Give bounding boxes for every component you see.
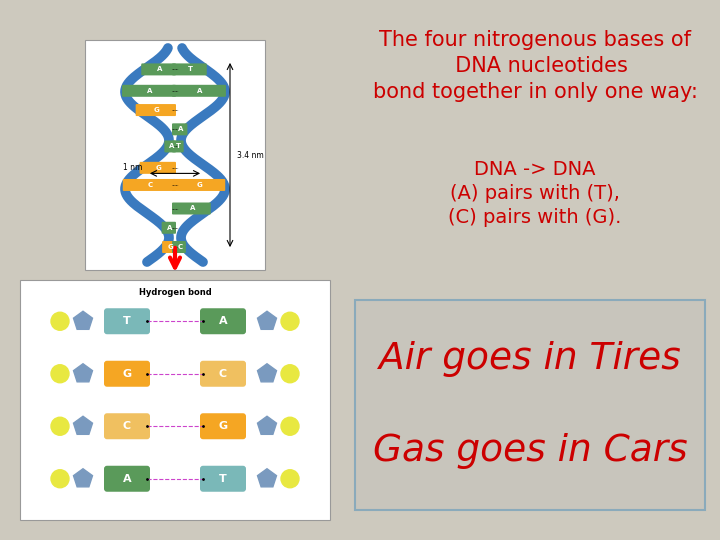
- Text: G: G: [197, 182, 202, 188]
- FancyBboxPatch shape: [104, 465, 150, 492]
- Circle shape: [281, 417, 299, 435]
- FancyBboxPatch shape: [104, 308, 150, 334]
- FancyBboxPatch shape: [200, 308, 246, 334]
- Text: C: C: [219, 369, 227, 379]
- FancyBboxPatch shape: [164, 140, 176, 152]
- Text: T: T: [176, 144, 181, 150]
- Text: Gas goes in Cars: Gas goes in Cars: [373, 433, 688, 469]
- Text: C: C: [177, 244, 182, 250]
- Circle shape: [51, 417, 69, 435]
- Text: A: A: [167, 225, 173, 231]
- Text: Air goes in Tires: Air goes in Tires: [379, 341, 681, 377]
- FancyBboxPatch shape: [172, 85, 226, 97]
- FancyBboxPatch shape: [122, 85, 176, 97]
- FancyBboxPatch shape: [200, 361, 246, 387]
- Text: G: G: [154, 107, 160, 113]
- Text: bond together in only one way:: bond together in only one way:: [372, 82, 698, 102]
- FancyBboxPatch shape: [104, 361, 150, 387]
- Text: A: A: [197, 88, 202, 94]
- Text: A: A: [122, 474, 131, 484]
- FancyBboxPatch shape: [141, 63, 176, 76]
- Text: C: C: [123, 421, 131, 431]
- FancyBboxPatch shape: [172, 140, 184, 152]
- FancyBboxPatch shape: [172, 63, 207, 76]
- FancyBboxPatch shape: [200, 465, 246, 492]
- FancyBboxPatch shape: [161, 222, 176, 234]
- FancyBboxPatch shape: [104, 413, 150, 439]
- Text: A: A: [178, 126, 184, 132]
- FancyBboxPatch shape: [200, 413, 246, 439]
- Text: (A) pairs with (T),: (A) pairs with (T),: [450, 184, 620, 203]
- Text: Hydrogen bond: Hydrogen bond: [139, 288, 212, 297]
- Text: G: G: [218, 421, 228, 431]
- Text: A: A: [189, 206, 195, 212]
- FancyBboxPatch shape: [123, 179, 176, 191]
- Circle shape: [51, 364, 69, 383]
- FancyBboxPatch shape: [135, 104, 176, 116]
- Text: T: T: [123, 316, 131, 326]
- Text: (C) pairs with (G).: (C) pairs with (G).: [449, 208, 621, 227]
- Text: 1 nm: 1 nm: [123, 163, 143, 172]
- Text: A: A: [219, 316, 228, 326]
- Circle shape: [51, 470, 69, 488]
- Circle shape: [281, 364, 299, 383]
- Text: G: G: [156, 165, 162, 171]
- Text: C: C: [148, 182, 153, 188]
- Text: G: G: [167, 244, 173, 250]
- Text: 3.4 nm: 3.4 nm: [237, 151, 264, 159]
- Text: A: A: [168, 144, 174, 150]
- Circle shape: [281, 470, 299, 488]
- Text: T: T: [188, 66, 193, 72]
- FancyBboxPatch shape: [172, 123, 187, 136]
- Text: A: A: [148, 88, 153, 94]
- Text: A: A: [157, 66, 162, 72]
- FancyBboxPatch shape: [172, 179, 225, 191]
- FancyBboxPatch shape: [172, 241, 186, 253]
- Text: The four nitrogenous bases of: The four nitrogenous bases of: [379, 30, 691, 50]
- FancyBboxPatch shape: [85, 40, 265, 270]
- FancyBboxPatch shape: [355, 300, 705, 510]
- Circle shape: [51, 312, 69, 330]
- Text: DNA nucleotides: DNA nucleotides: [442, 56, 628, 76]
- Text: G: G: [122, 369, 132, 379]
- Text: T: T: [219, 474, 227, 484]
- Text: DNA -> DNA: DNA -> DNA: [474, 160, 595, 179]
- FancyBboxPatch shape: [162, 241, 176, 253]
- FancyBboxPatch shape: [140, 162, 176, 174]
- Circle shape: [281, 312, 299, 330]
- FancyBboxPatch shape: [172, 202, 211, 214]
- FancyBboxPatch shape: [20, 280, 330, 520]
